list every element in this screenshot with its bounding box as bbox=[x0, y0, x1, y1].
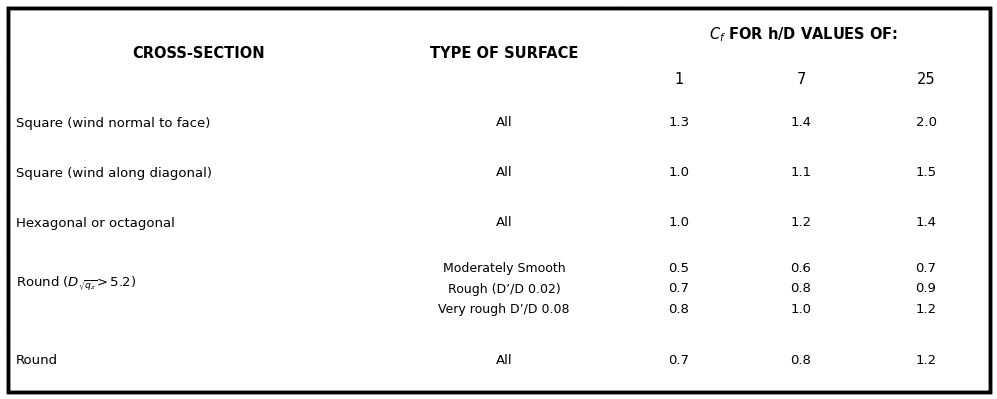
Text: 1.5: 1.5 bbox=[915, 166, 936, 180]
Text: Round ($D_{\sqrt{q_z}}\!>5.2$): Round ($D_{\sqrt{q_z}}\!>5.2$) bbox=[16, 275, 137, 293]
Bar bbox=[8, 148, 390, 198]
Bar bbox=[740, 62, 862, 98]
Text: Hexagonal or octagonal: Hexagonal or octagonal bbox=[16, 217, 174, 229]
Text: 1.0: 1.0 bbox=[669, 217, 690, 229]
Text: 7: 7 bbox=[797, 73, 806, 87]
Text: 1.0: 1.0 bbox=[791, 303, 812, 316]
Bar bbox=[740, 198, 862, 248]
Bar bbox=[8, 198, 390, 248]
Text: 1.2: 1.2 bbox=[791, 217, 812, 229]
Text: Moderately Smooth: Moderately Smooth bbox=[443, 262, 565, 275]
Bar bbox=[862, 330, 990, 392]
Text: 0.9: 0.9 bbox=[915, 282, 936, 296]
Text: 0.6: 0.6 bbox=[791, 262, 812, 275]
Text: 0.7: 0.7 bbox=[915, 262, 936, 275]
Bar bbox=[618, 198, 740, 248]
Bar bbox=[390, 330, 618, 392]
Bar bbox=[8, 248, 390, 330]
Text: All: All bbox=[496, 354, 512, 367]
Text: 1.2: 1.2 bbox=[915, 303, 936, 316]
Text: 1.4: 1.4 bbox=[915, 217, 936, 229]
Text: Square (wind along diagonal): Square (wind along diagonal) bbox=[16, 166, 212, 180]
Text: 0.8: 0.8 bbox=[791, 354, 812, 367]
Bar bbox=[618, 148, 740, 198]
Text: All: All bbox=[496, 117, 512, 130]
Text: 0.7: 0.7 bbox=[669, 282, 690, 296]
Text: Square (wind normal to face): Square (wind normal to face) bbox=[16, 117, 210, 130]
Text: 0.7: 0.7 bbox=[669, 354, 690, 367]
Bar bbox=[390, 98, 618, 148]
Text: All: All bbox=[496, 166, 512, 180]
Bar bbox=[618, 248, 740, 330]
Bar bbox=[618, 330, 740, 392]
Text: CROSS-SECTION: CROSS-SECTION bbox=[133, 45, 265, 61]
Text: All: All bbox=[496, 217, 512, 229]
Text: 2.0: 2.0 bbox=[915, 117, 936, 130]
Bar bbox=[8, 8, 618, 62]
Text: TYPE OF SURFACE: TYPE OF SURFACE bbox=[430, 45, 578, 61]
Text: 0.8: 0.8 bbox=[791, 282, 812, 296]
Text: Very rough D’/D 0.08: Very rough D’/D 0.08 bbox=[439, 303, 569, 316]
Bar bbox=[740, 98, 862, 148]
Bar bbox=[862, 62, 990, 98]
Text: 1.3: 1.3 bbox=[668, 117, 690, 130]
Bar bbox=[618, 98, 740, 148]
Text: 1.0: 1.0 bbox=[669, 166, 690, 180]
Bar bbox=[390, 198, 618, 248]
Bar bbox=[8, 98, 390, 148]
Text: Rough (D’/D 0.02): Rough (D’/D 0.02) bbox=[448, 282, 560, 296]
Bar bbox=[740, 248, 862, 330]
Text: Round: Round bbox=[16, 354, 58, 367]
Bar bbox=[618, 8, 990, 62]
Bar bbox=[740, 148, 862, 198]
Bar bbox=[8, 62, 390, 98]
Bar bbox=[8, 330, 390, 392]
Text: 1.4: 1.4 bbox=[791, 117, 812, 130]
Bar bbox=[862, 248, 990, 330]
Text: 1.2: 1.2 bbox=[915, 354, 936, 367]
Text: 0.8: 0.8 bbox=[669, 303, 690, 316]
Text: 1.1: 1.1 bbox=[791, 166, 812, 180]
Text: 25: 25 bbox=[916, 73, 935, 87]
Text: $C_f$ FOR h/D VALUES OF:: $C_f$ FOR h/D VALUES OF: bbox=[710, 26, 898, 44]
Text: 0.5: 0.5 bbox=[669, 262, 690, 275]
Bar bbox=[390, 148, 618, 198]
Bar bbox=[618, 62, 740, 98]
Bar bbox=[862, 98, 990, 148]
Bar bbox=[862, 148, 990, 198]
Bar bbox=[862, 198, 990, 248]
Bar bbox=[390, 62, 618, 98]
Bar bbox=[390, 248, 618, 330]
Text: 1: 1 bbox=[674, 73, 684, 87]
Bar bbox=[740, 330, 862, 392]
